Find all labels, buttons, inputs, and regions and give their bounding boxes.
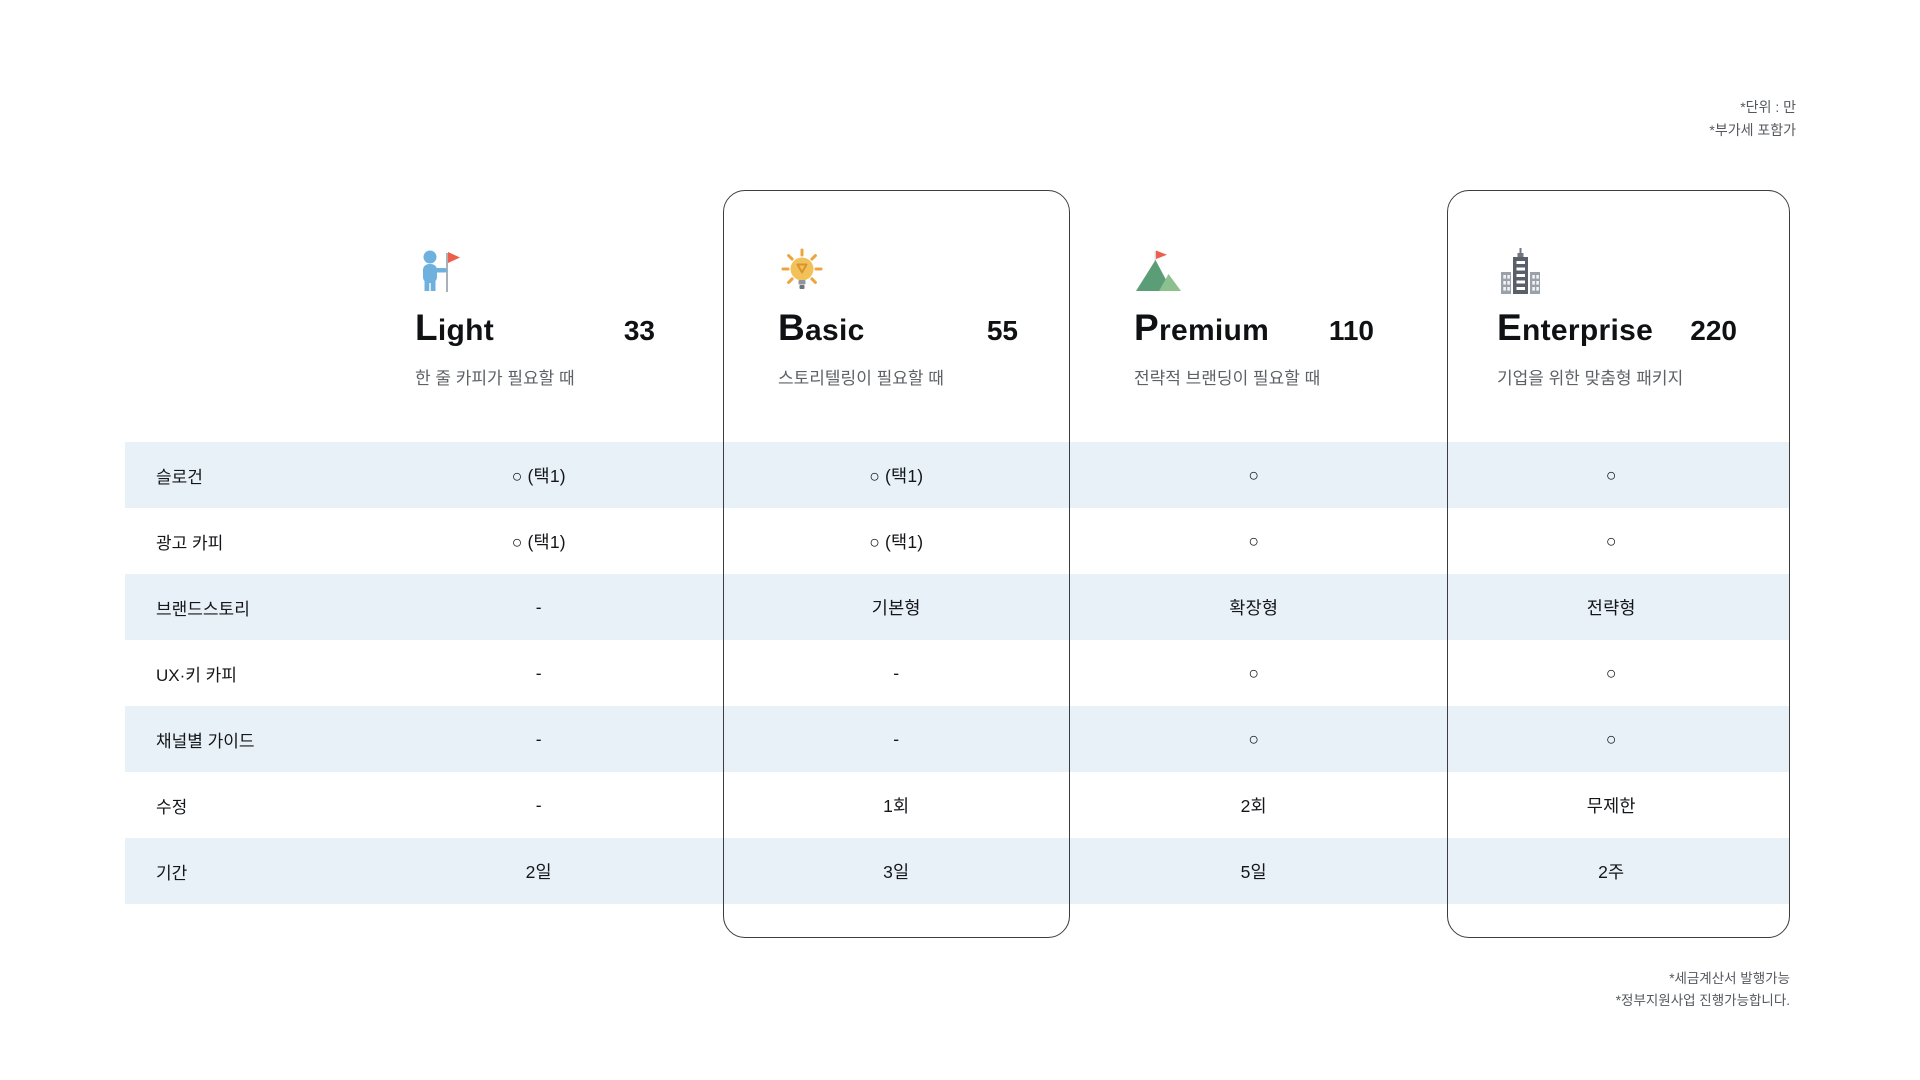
cell-enterprise: 무제한 — [1586, 795, 1636, 816]
plan-description: 스토리텔링이 필요할 때 — [778, 369, 944, 388]
tax-invoice-note: *세금계산서 발행가능 — [1669, 971, 1790, 986]
cell-premium: ○ — [1248, 464, 1260, 485]
plan-header-enterprise: Enterprise 220 기업을 위한 맞춤형 패키지 — [1497, 248, 1737, 389]
table-row-slogan: 슬로건 ○ (택1) ○ (택1) ○ ○ — [125, 442, 1790, 508]
plan-price: 33 — [623, 315, 655, 346]
cell-light: - — [535, 794, 542, 815]
cell-light: ○ (택1) — [511, 465, 566, 486]
plan-card-basic[interactable] — [723, 190, 1070, 938]
cell-light: 2일 — [525, 861, 552, 882]
plan-description: 기업을 위한 맞춤형 패키지 — [1497, 369, 1684, 388]
cell-enterprise: 2주 — [1598, 861, 1625, 882]
cell-basic: 기본형 — [871, 597, 921, 618]
footnotes: *세금계산서 발행가능 *정부지원사업 진행가능합니다. — [1616, 968, 1790, 1012]
feature-comparison-table: 슬로건 ○ (택1) ○ (택1) ○ ○ 광고 카피 ○ (택1) ○ (택1… — [125, 442, 1790, 904]
cell-light: - — [535, 662, 542, 683]
cell-enterprise: ○ — [1605, 662, 1617, 683]
table-row-channel-guide: 채널별 가이드 - - ○ ○ — [125, 706, 1790, 772]
cell-enterprise: ○ — [1605, 464, 1617, 485]
cell-premium: 확장형 — [1229, 597, 1279, 618]
table-row-ad-copy: 광고 카피 ○ (택1) ○ (택1) ○ ○ — [125, 508, 1790, 574]
plan-header-premium: Premium 110 전략적 브랜딩이 필요할 때 — [1134, 248, 1374, 389]
table-row-revisions: 수정 - 1회 2회 무제한 — [125, 772, 1790, 838]
cell-basic: - — [893, 662, 900, 683]
plan-name-row: Basic 55 — [778, 307, 1018, 349]
row-label: 광고 카피 — [156, 533, 224, 553]
plan-header-basic: Basic 55 스토리텔링이 필요할 때 — [778, 248, 1018, 389]
row-label: 슬로건 — [156, 467, 203, 487]
plan-name: Premium — [1134, 307, 1270, 348]
cell-premium: ○ — [1248, 662, 1260, 683]
plan-name-row: Light 33 — [415, 307, 655, 349]
plan-name: Light — [415, 307, 495, 348]
cell-premium: 2회 — [1240, 795, 1267, 816]
cell-light: - — [535, 596, 542, 617]
buildings-icon — [1497, 248, 1737, 298]
row-label: 수정 — [156, 797, 188, 817]
mountain-flag-icon — [1134, 248, 1374, 298]
cell-enterprise: 전략형 — [1586, 597, 1636, 618]
cell-light: ○ (택1) — [511, 531, 566, 552]
plan-description: 전략적 브랜딩이 필요할 때 — [1134, 369, 1321, 388]
cell-enterprise: ○ — [1605, 728, 1617, 749]
cell-basic: ○ (택1) — [869, 531, 924, 552]
cell-premium: 5일 — [1240, 861, 1267, 882]
cell-enterprise: ○ — [1605, 530, 1617, 551]
plan-card-enterprise[interactable] — [1447, 190, 1790, 938]
plan-price: 55 — [986, 315, 1018, 346]
plan-price: 220 — [1690, 315, 1737, 346]
row-label: UX·키 카피 — [156, 665, 237, 685]
table-row-brand-story: 브랜드스토리 - 기본형 확장형 전략형 — [125, 574, 1790, 640]
row-label: 채널별 가이드 — [156, 731, 255, 751]
gov-support-note: *정부지원사업 진행가능합니다. — [1615, 992, 1790, 1008]
cell-premium: ○ — [1248, 530, 1260, 551]
plan-name: Enterprise — [1497, 307, 1654, 348]
person-flag-icon — [415, 248, 655, 298]
row-label: 기간 — [156, 863, 188, 883]
table-row-duration: 기간 2일 3일 5일 2주 — [125, 838, 1790, 904]
cell-premium: ○ — [1248, 728, 1260, 749]
cell-light: - — [535, 728, 542, 749]
cell-basic: 3일 — [883, 861, 910, 882]
plan-name: Basic — [778, 307, 865, 348]
unit-note-line: *단위 : 만 — [1740, 99, 1796, 115]
plan-name-row: Enterprise 220 — [1497, 307, 1737, 349]
plan-name-row: Premium 110 — [1134, 307, 1374, 349]
cell-basic: 1회 — [883, 795, 910, 816]
plan-price: 110 — [1328, 315, 1374, 346]
unit-notes: *단위 : 만 *부가세 포함가 — [1709, 96, 1796, 141]
table-row-ux-key-copy: UX·키 카피 - - ○ ○ — [125, 640, 1790, 706]
lightbulb-icon — [778, 248, 1018, 298]
row-label: 브랜드스토리 — [156, 599, 250, 619]
cell-basic: - — [893, 728, 900, 749]
cell-basic: ○ (택1) — [869, 465, 924, 486]
plan-description: 한 줄 카피가 필요할 때 — [415, 369, 575, 388]
vat-note-line: *부가세 포함가 — [1709, 121, 1796, 138]
plan-header-light: Light 33 한 줄 카피가 필요할 때 — [415, 248, 655, 389]
